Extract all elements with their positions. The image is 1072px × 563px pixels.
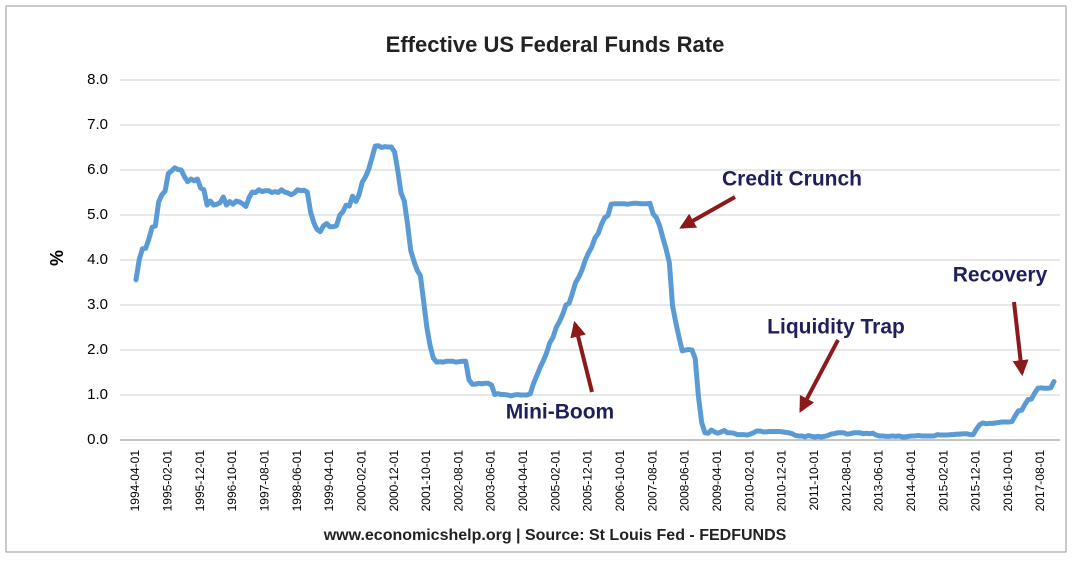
x-tick-label: 1995-02-01 bbox=[160, 450, 174, 512]
x-tick-label: 2014-04-01 bbox=[904, 450, 918, 512]
y-tick-label: 7.0 bbox=[87, 116, 108, 133]
x-tick-label: 1998-06-01 bbox=[290, 450, 304, 512]
x-tick-label: 2010-02-01 bbox=[742, 450, 756, 512]
y-tick-label: 3.0 bbox=[87, 296, 108, 313]
x-tick-label: 2011-10-01 bbox=[807, 450, 821, 511]
annotation: Mini-Boom bbox=[506, 401, 614, 424]
x-tick-label: 2005-02-01 bbox=[548, 450, 562, 512]
y-tick-label: 0.0 bbox=[87, 431, 108, 448]
arrow bbox=[570, 320, 594, 393]
x-tick-label: 2005-12-01 bbox=[581, 450, 595, 512]
annotation: Recovery bbox=[953, 264, 1048, 287]
annotation: Credit Crunch bbox=[722, 168, 862, 191]
arrow bbox=[799, 339, 840, 413]
annotation: Liquidity Trap bbox=[767, 316, 905, 339]
x-tick-label: 2008-06-01 bbox=[678, 450, 692, 512]
x-tick-label: 2000-02-01 bbox=[354, 450, 368, 512]
y-tick-label: 8.0 bbox=[87, 71, 108, 88]
x-tick-label: 2015-02-01 bbox=[936, 450, 950, 512]
x-tick-label: 2015-12-01 bbox=[969, 450, 983, 512]
x-tick-label: 2012-08-01 bbox=[839, 450, 853, 512]
x-tick-label: 1995-12-01 bbox=[193, 450, 207, 512]
y-axis-label: % bbox=[47, 250, 67, 266]
arrow bbox=[1012, 301, 1029, 377]
x-tick-label: 2007-08-01 bbox=[645, 450, 659, 512]
chart-title: Effective US Federal Funds Rate bbox=[386, 32, 725, 57]
y-tick-label: 5.0 bbox=[87, 206, 108, 223]
x-tick-label: 2004-04-01 bbox=[516, 450, 530, 512]
y-tick-label: 1.0 bbox=[87, 386, 108, 403]
x-tick-label: 1996-10-01 bbox=[225, 450, 239, 512]
x-tick-label: 1994-04-01 bbox=[128, 450, 142, 512]
data-line bbox=[133, 143, 1057, 440]
y-tick-label: 4.0 bbox=[87, 251, 108, 268]
x-tick-label: 2013-06-01 bbox=[872, 450, 886, 512]
x-tick-label: 1997-08-01 bbox=[257, 450, 271, 512]
x-tick-label: 2017-08-01 bbox=[1033, 450, 1047, 512]
x-tick-label: 2003-06-01 bbox=[484, 450, 498, 512]
x-tick-label: 2009-04-01 bbox=[710, 450, 724, 512]
source-note: www.economicshelp.org | Source: St Louis… bbox=[323, 527, 787, 544]
arrow bbox=[679, 195, 736, 229]
plot: 0.0 1.0 2.0 3.0 4.0 5.0 6.0 7.0 8.0 1994-04-01 199… bbox=[87, 71, 1060, 511]
x-tick-label: 2006-10-01 bbox=[613, 450, 627, 512]
x-tick-label: 2016-10-01 bbox=[1001, 450, 1015, 512]
x-tick-label: 2000-12-01 bbox=[387, 450, 401, 512]
y-tick-label: 6.0 bbox=[87, 161, 108, 178]
frame bbox=[5, 5, 1067, 553]
x-tick-label: 2002-08-01 bbox=[451, 450, 465, 512]
y-tick-label: 2.0 bbox=[87, 341, 108, 358]
x-tick-label: 2010-12-01 bbox=[775, 450, 789, 512]
x-tick-label: 2001-10-01 bbox=[419, 450, 433, 512]
x-tick-label: 1999-04-01 bbox=[322, 450, 336, 512]
